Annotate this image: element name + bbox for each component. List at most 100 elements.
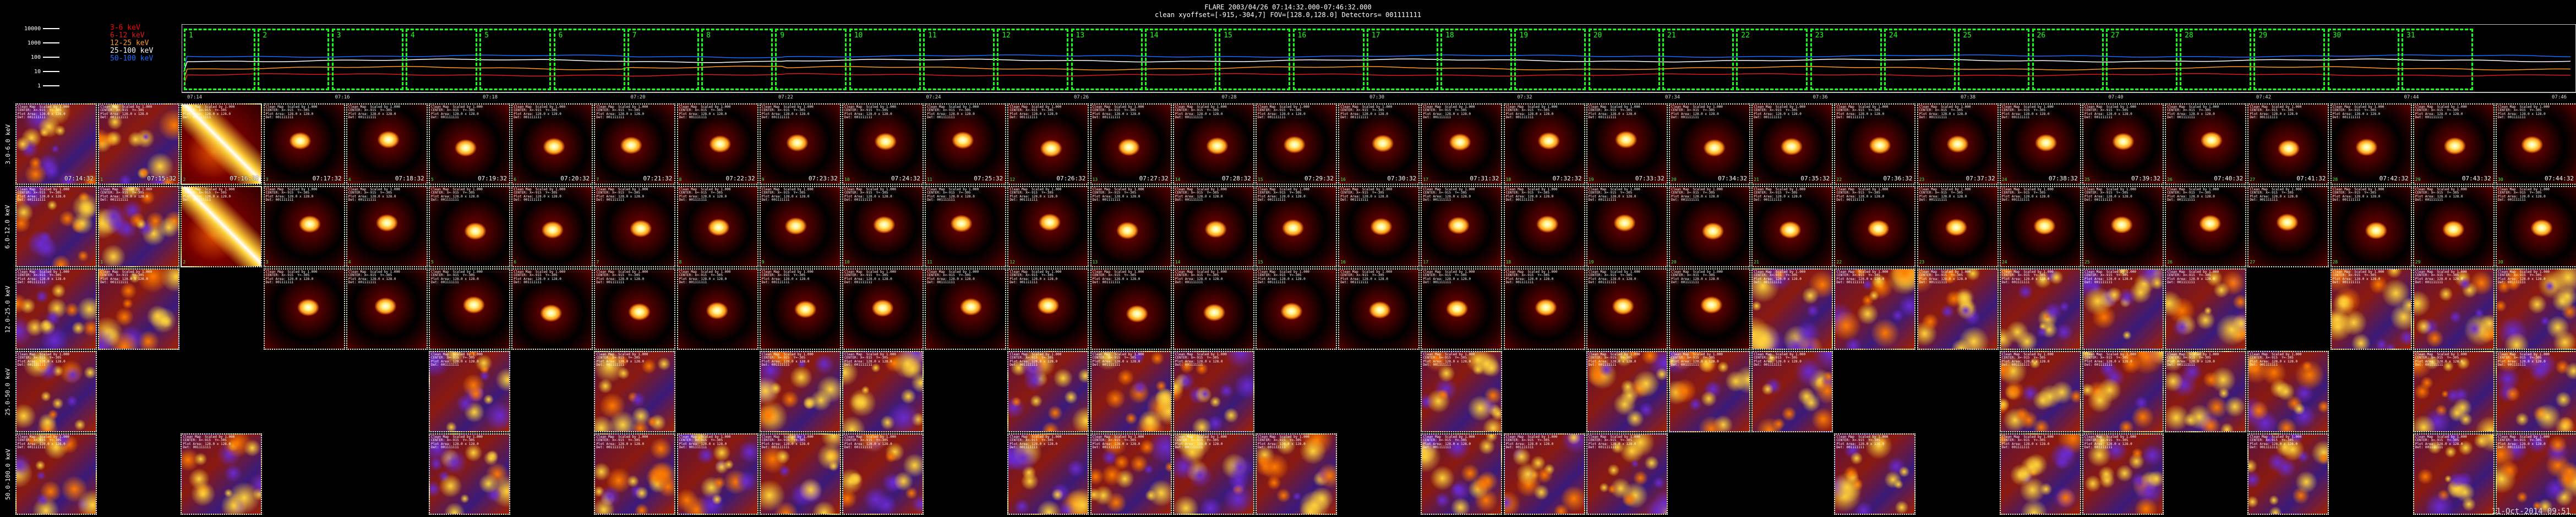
flare-image-cell[interactable]: Clean Map Scaled by 1.000 CENTER: X=-915… [1503, 268, 1585, 350]
flare-image-cell[interactable]: Clean Map Scaled by 1.000 CENTER: X=-915… [511, 186, 593, 267]
flare-image-cell[interactable]: Clean Map Scaled by 1.000 CENTER: X=-915… [1421, 268, 1503, 350]
flare-image-cell[interactable]: Clean Map Scaled by 1.000 CENTER: X=-915… [181, 186, 263, 267]
flare-image-cell[interactable]: Clean Map Scaled by 1.000 CENTER: X=-915… [1172, 433, 1254, 515]
flare-image-cell[interactable]: Clean Map Scaled by 1.000 CENTER: X=-915… [1999, 268, 2081, 350]
flare-image-cell[interactable]: Clean Map Scaled by 1.000 CENTER: X=-915… [842, 433, 924, 515]
flare-image-cell[interactable]: Clean Map Scaled by 1.000 CENTER: X=-915… [263, 186, 345, 267]
flare-image-cell[interactable]: Clean Map Scaled by 1.000 CENTER: X=-915… [1586, 186, 1668, 267]
flare-image-cell[interactable]: Clean Map Scaled by 1.000 CENTER: X=-915… [1503, 186, 1585, 267]
flare-image-cell[interactable]: Clean Map Scaled by 1.000 CENTER: X=-915… [676, 186, 758, 267]
flare-image-cell[interactable]: Clean Map Scaled by 1.000 CENTER: X=-915… [1503, 103, 1585, 185]
flare-image-cell[interactable]: Clean Map Scaled by 1.000 CENTER: X=-915… [759, 433, 841, 515]
flare-image-cell[interactable]: Clean Map Scaled by 1.000 CENTER: X=-915… [511, 103, 593, 185]
flare-image-cell[interactable]: Clean Map Scaled by 1.000 CENTER: X=-915… [1421, 186, 1503, 267]
flare-image-cell[interactable]: Clean Map Scaled by 1.000 CENTER: X=-915… [2165, 186, 2247, 267]
flare-image-cell[interactable]: Clean Map Scaled by 1.000 CENTER: X=-915… [2082, 103, 2164, 185]
flare-image-cell[interactable]: Clean Map Scaled by 1.000 CENTER: X=-915… [2247, 351, 2329, 432]
flare-image-cell[interactable]: Clean Map Scaled by 1.000 CENTER: X=-915… [1834, 268, 1916, 350]
flare-image-cell[interactable]: Clean Map Scaled by 1.000 CENTER: X=-915… [1834, 433, 1916, 515]
flare-image-cell[interactable]: Clean Map Scaled by 1.000 CENTER: X=-915… [1007, 103, 1089, 185]
flare-image-cell[interactable]: Clean Map Scaled by 1.000 CENTER: X=-915… [2330, 268, 2412, 350]
flare-image-cell[interactable]: Clean Map Scaled by 1.000 CENTER: X=-915… [1421, 351, 1503, 432]
flare-image-cell[interactable]: Clean Map Scaled by 1.000 CENTER: X=-915… [1090, 268, 1172, 350]
flare-image-cell[interactable]: Clean Map Scaled by 1.000 CENTER: X=-915… [181, 433, 263, 515]
flare-image-cell[interactable]: Clean Map Scaled by 1.000 CENTER: X=-915… [1669, 351, 1750, 432]
flare-image-cell[interactable]: Clean Map Scaled by 1.000 CENTER: X=-915… [1256, 103, 1337, 185]
flare-image-cell[interactable]: Clean Map Scaled by 1.000 CENTER: X=-915… [429, 351, 510, 432]
flare-image-cell[interactable]: Clean Map Scaled by 1.000 CENTER: X=-915… [1751, 186, 1833, 267]
flare-image-cell[interactable]: Clean Map Scaled by 1.000 CENTER: X=-915… [1586, 268, 1668, 350]
flare-image-cell[interactable]: Clean Map Scaled by 1.000 CENTER: X=-915… [1834, 103, 1916, 185]
flare-image-cell[interactable]: Clean Map Scaled by 1.000 CENTER: X=-915… [842, 268, 924, 350]
flare-image-cell[interactable]: Clean Map Scaled by 1.000 CENTER: X=-915… [429, 186, 510, 267]
flare-image-cell[interactable]: Clean Map Scaled by 1.000 CENTER: X=-915… [2413, 103, 2495, 185]
flare-image-cell[interactable]: Clean Map Scaled by 1.000 CENTER: X=-915… [594, 103, 676, 185]
flare-image-cell[interactable]: Clean Map Scaled by 1.000 CENTER: X=-915… [181, 103, 263, 185]
flare-image-cell[interactable]: Clean Map Scaled by 1.000 CENTER: X=-915… [1669, 268, 1750, 350]
flare-image-cell[interactable]: Clean Map Scaled by 1.000 CENTER: X=-915… [2496, 186, 2576, 267]
flare-image-cell[interactable]: Clean Map Scaled by 1.000 CENTER: X=-915… [1172, 351, 1254, 432]
flare-image-cell[interactable]: Clean Map Scaled by 1.000 CENTER: X=-915… [1090, 103, 1172, 185]
flare-image-cell[interactable]: Clean Map Scaled by 1.000 CENTER: X=-915… [925, 268, 1007, 350]
flare-image-cell[interactable]: Clean Map Scaled by 1.000 CENTER: X=-915… [15, 103, 97, 185]
flare-image-cell[interactable]: Clean Map Scaled by 1.000 CENTER: X=-915… [2496, 268, 2576, 350]
flare-image-cell[interactable]: Clean Map Scaled by 1.000 CENTER: X=-915… [1007, 351, 1089, 432]
flare-image-cell[interactable]: Clean Map Scaled by 1.000 CENTER: X=-915… [1007, 433, 1089, 515]
flare-image-cell[interactable]: Clean Map Scaled by 1.000 CENTER: X=-915… [1172, 186, 1254, 267]
flare-image-cell[interactable]: Clean Map Scaled by 1.000 CENTER: X=-915… [1917, 268, 1999, 350]
flare-image-cell[interactable]: Clean Map Scaled by 1.000 CENTER: X=-915… [1421, 103, 1503, 185]
flare-image-cell[interactable]: Clean Map Scaled by 1.000 CENTER: X=-915… [1586, 433, 1668, 515]
flare-image-cell[interactable]: Clean Map Scaled by 1.000 CENTER: X=-915… [759, 351, 841, 432]
flare-image-cell[interactable]: Clean Map Scaled by 1.000 CENTER: X=-915… [2496, 103, 2576, 185]
flare-image-cell[interactable]: Clean Map Scaled by 1.000 CENTER: X=-915… [1007, 186, 1089, 267]
flare-image-cell[interactable]: Clean Map Scaled by 1.000 CENTER: X=-915… [676, 268, 758, 350]
flare-image-cell[interactable]: Clean Map Scaled by 1.000 CENTER: X=-915… [1007, 268, 1089, 350]
flare-image-cell[interactable]: Clean Map Scaled by 1.000 CENTER: X=-915… [346, 103, 428, 185]
flare-image-cell[interactable]: Clean Map Scaled by 1.000 CENTER: X=-915… [429, 433, 510, 515]
flare-image-cell[interactable]: Clean Map Scaled by 1.000 CENTER: X=-915… [1503, 433, 1585, 515]
flare-image-cell[interactable]: Clean Map Scaled by 1.000 CENTER: X=-915… [925, 186, 1007, 267]
flare-image-cell[interactable]: Clean Map Scaled by 1.000 CENTER: X=-915… [594, 433, 676, 515]
flare-image-cell[interactable]: Clean Map Scaled by 1.000 CENTER: X=-915… [429, 268, 510, 350]
flare-image-cell[interactable]: Clean Map Scaled by 1.000 CENTER: X=-915… [1256, 433, 1337, 515]
flare-image-cell[interactable]: Clean Map Scaled by 1.000 CENTER: X=-915… [676, 103, 758, 185]
flare-image-cell[interactable]: Clean Map Scaled by 1.000 CENTER: X=-915… [2165, 103, 2247, 185]
flare-image-cell[interactable]: Clean Map Scaled by 1.000 CENTER: X=-915… [2413, 268, 2495, 350]
flare-image-cell[interactable]: Clean Map Scaled by 1.000 CENTER: X=-915… [1999, 103, 2081, 185]
flare-image-cell[interactable]: Clean Map Scaled by 1.000 CENTER: X=-915… [2413, 433, 2495, 515]
flare-image-cell[interactable]: Clean Map Scaled by 1.000 CENTER: X=-915… [15, 268, 97, 350]
flare-image-cell[interactable]: Clean Map Scaled by 1.000 CENTER: X=-915… [2330, 103, 2412, 185]
flare-image-cell[interactable]: Clean Map Scaled by 1.000 CENTER: X=-915… [1421, 433, 1503, 515]
flare-image-cell[interactable]: Clean Map Scaled by 1.000 CENTER: X=-915… [1090, 351, 1172, 432]
flare-image-cell[interactable]: Clean Map Scaled by 1.000 CENTER: X=-915… [842, 103, 924, 185]
flare-image-cell[interactable]: Clean Map Scaled by 1.000 CENTER: X=-915… [263, 103, 345, 185]
flare-image-cell[interactable]: Clean Map Scaled by 1.000 CENTER: X=-915… [98, 186, 180, 267]
flare-image-cell[interactable]: Clean Map Scaled by 1.000 CENTER: X=-915… [2082, 268, 2164, 350]
flare-image-cell[interactable]: Clean Map Scaled by 1.000 CENTER: X=-915… [2413, 351, 2495, 432]
flare-image-cell[interactable]: Clean Map Scaled by 1.000 CENTER: X=-915… [1338, 186, 1420, 267]
flare-image-cell[interactable]: Clean Map Scaled by 1.000 CENTER: X=-915… [1917, 186, 1999, 267]
flare-image-cell[interactable]: Clean Map Scaled by 1.000 CENTER: X=-915… [2082, 351, 2164, 432]
flare-image-cell[interactable]: Clean Map Scaled by 1.000 CENTER: X=-915… [925, 103, 1007, 185]
flare-image-cell[interactable]: Clean Map Scaled by 1.000 CENTER: X=-915… [1669, 103, 1750, 185]
flare-image-cell[interactable]: Clean Map Scaled by 1.000 CENTER: X=-915… [1999, 186, 2081, 267]
flare-image-cell[interactable]: Clean Map Scaled by 1.000 CENTER: X=-915… [1669, 186, 1750, 267]
flare-image-cell[interactable]: Clean Map Scaled by 1.000 CENTER: X=-915… [2082, 186, 2164, 267]
flare-image-cell[interactable]: Clean Map Scaled by 1.000 CENTER: X=-915… [1751, 268, 1833, 350]
flare-image-cell[interactable]: Clean Map Scaled by 1.000 CENTER: X=-915… [263, 268, 345, 350]
flare-image-cell[interactable]: Clean Map Scaled by 1.000 CENTER: X=-915… [1999, 433, 2081, 515]
flare-image-cell[interactable]: Clean Map Scaled by 1.000 CENTER: X=-915… [759, 103, 841, 185]
flare-image-cell[interactable]: Clean Map Scaled by 1.000 CENTER: X=-915… [1256, 186, 1337, 267]
flare-image-cell[interactable]: Clean Map Scaled by 1.000 CENTER: X=-915… [1172, 268, 1254, 350]
flare-image-cell[interactable]: Clean Map Scaled by 1.000 CENTER: X=-915… [2247, 103, 2329, 185]
flare-image-cell[interactable]: Clean Map Scaled by 1.000 CENTER: X=-915… [2247, 186, 2329, 267]
flare-image-cell[interactable]: Clean Map Scaled by 1.000 CENTER: X=-915… [429, 103, 510, 185]
flare-image-cell[interactable]: Clean Map Scaled by 1.000 CENTER: X=-915… [842, 351, 924, 432]
flare-image-cell[interactable]: Clean Map Scaled by 1.000 CENTER: X=-915… [1586, 351, 1668, 432]
flare-image-cell[interactable]: Clean Map Scaled by 1.000 CENTER: X=-915… [98, 103, 180, 185]
flare-image-cell[interactable]: Clean Map Scaled by 1.000 CENTER: X=-915… [2165, 268, 2247, 350]
flare-image-cell[interactable]: Clean Map Scaled by 1.000 CENTER: X=-915… [1999, 351, 2081, 432]
flare-image-cell[interactable]: Clean Map Scaled by 1.000 CENTER: X=-915… [2330, 186, 2412, 267]
flare-image-cell[interactable]: Clean Map Scaled by 1.000 CENTER: X=-915… [1834, 186, 1916, 267]
flare-image-cell[interactable]: Clean Map Scaled by 1.000 CENTER: X=-915… [346, 186, 428, 267]
